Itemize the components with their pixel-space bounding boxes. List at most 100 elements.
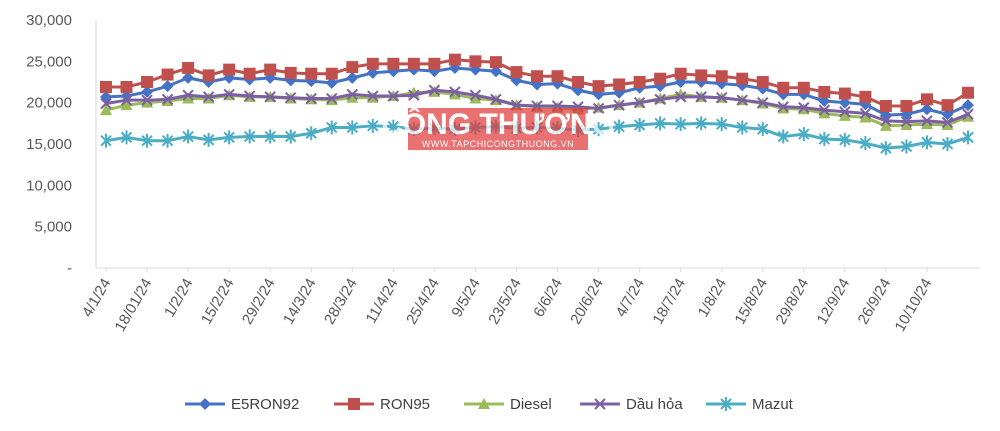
data-point (838, 109, 851, 121)
data-point (326, 120, 338, 135)
legend-item: Mazut (706, 396, 794, 413)
data-point (510, 66, 523, 79)
data-point (182, 89, 194, 101)
watermark-logo: CÔNG THƯƠNG WWW.TAPCHICONGTHUONG.VN (381, 107, 615, 150)
x-tick-label: 10/10/24 (891, 276, 935, 335)
data-point (141, 133, 153, 148)
data-point (120, 99, 133, 111)
y-tick-label: 20,000 (26, 95, 72, 112)
data-point (674, 67, 687, 80)
data-point (366, 66, 379, 79)
data-point (674, 117, 687, 132)
data-point (962, 86, 974, 99)
data-point (120, 130, 133, 145)
data-point (695, 116, 707, 131)
legend-label: E5RON92 (231, 396, 299, 413)
x-tick-label: 23/5/24 (485, 276, 525, 328)
data-point (879, 99, 892, 112)
data-point (305, 92, 317, 105)
data-point (941, 116, 954, 129)
data-point (695, 69, 708, 82)
data-point (962, 130, 974, 145)
data-point (490, 93, 502, 106)
data-point (818, 132, 831, 147)
data-point (797, 81, 810, 94)
data-point (387, 57, 400, 70)
data-point (346, 88, 358, 101)
data-point (285, 91, 297, 104)
legend-label: RON95 (380, 396, 430, 413)
data-point (161, 80, 174, 93)
data-point (182, 61, 195, 74)
data-point (346, 71, 359, 84)
y-tick-label: 10,000 (26, 177, 72, 194)
x-tick-label: 14/3/24 (280, 276, 320, 328)
legend-label: Mazut (752, 396, 794, 413)
data-point (880, 115, 892, 127)
data-point (839, 106, 851, 118)
data-point (264, 91, 276, 103)
data-point (223, 88, 235, 101)
data-point (264, 63, 277, 76)
x-tick-label: 15/8/24 (731, 276, 771, 328)
legend-item: E5RON92 (185, 396, 299, 413)
y-tick-label: 30,000 (26, 12, 72, 29)
legend-marker (478, 398, 490, 409)
data-point (777, 129, 789, 144)
data-point (962, 99, 974, 112)
data-point (551, 70, 564, 83)
data-point (100, 133, 112, 148)
data-point (120, 80, 133, 93)
data-point (900, 139, 913, 154)
data-point (469, 92, 482, 104)
data-point (366, 57, 379, 70)
data-point (818, 107, 831, 119)
data-point (592, 102, 605, 115)
data-point (962, 108, 974, 120)
data-point (900, 115, 913, 128)
data-point (141, 76, 154, 88)
data-point (695, 91, 707, 103)
data-point (141, 85, 154, 98)
y-tick-label: 15,000 (26, 136, 72, 153)
data-point (161, 133, 174, 148)
data-point (859, 107, 872, 120)
x-tick-label: 9/5/24 (448, 276, 484, 321)
data-point (264, 129, 276, 144)
data-point (838, 87, 851, 100)
data-point (141, 96, 154, 108)
data-point (161, 68, 174, 81)
data-point (900, 118, 913, 130)
data-point (572, 76, 585, 88)
data-point (428, 84, 441, 96)
data-point (674, 91, 687, 103)
data-point (202, 91, 215, 103)
data-point (757, 122, 769, 137)
data-point (818, 95, 831, 108)
data-point (798, 101, 810, 114)
x-tick-label: 15/2/24 (198, 276, 238, 328)
legend-label: Diesel (510, 396, 552, 413)
series-3 (100, 84, 974, 129)
data-point (305, 126, 317, 141)
data-point (182, 71, 195, 84)
data-point (633, 76, 646, 88)
x-tick-label: 4/1/24 (79, 276, 115, 321)
data-point (798, 127, 810, 142)
data-point (367, 118, 379, 133)
data-point (716, 117, 728, 132)
data-point (407, 57, 420, 70)
data-point (223, 130, 235, 145)
y-axis-ticks: - 5,000 10,000 15,000 20,000 25,000 30,000 (26, 12, 72, 277)
y-tick-label: 25,000 (26, 53, 72, 70)
series-group (100, 53, 974, 156)
y-tick-label: - (67, 260, 72, 277)
data-point (941, 108, 954, 121)
data-point (489, 65, 502, 78)
data-point (736, 72, 749, 85)
series-1 (100, 53, 974, 112)
x-tick-label: 25/4/24 (403, 276, 443, 328)
data-point (469, 89, 482, 101)
data-point (613, 78, 626, 91)
